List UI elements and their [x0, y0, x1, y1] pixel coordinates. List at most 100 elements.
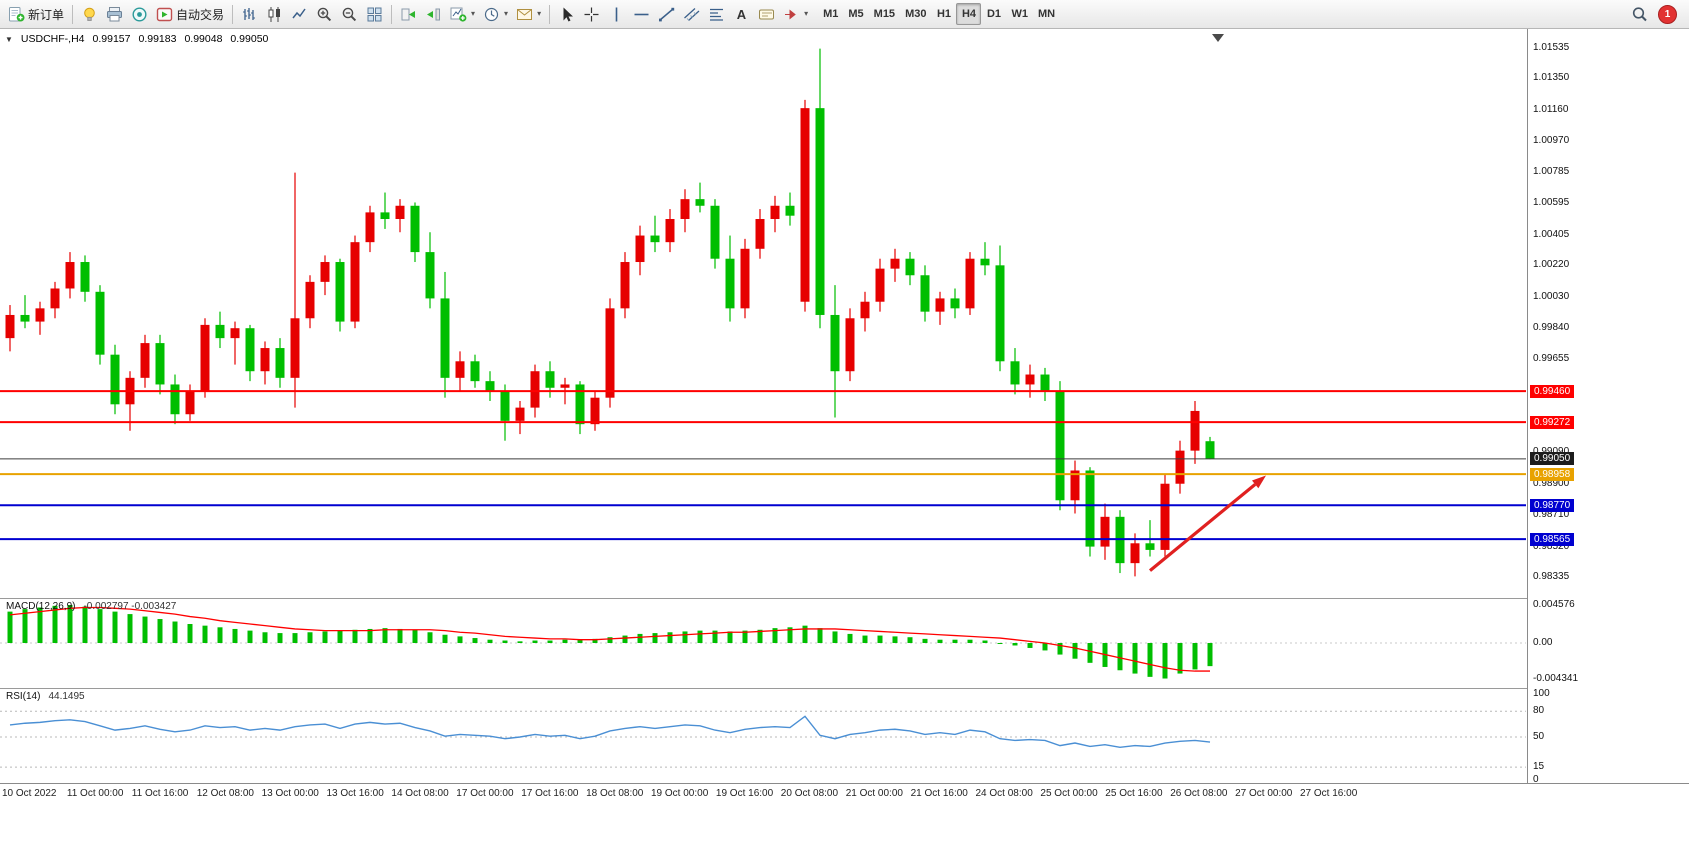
- timeframe-w1[interactable]: W1: [1006, 3, 1033, 25]
- rsi-axis-label: 80: [1533, 705, 1545, 717]
- panel-separator[interactable]: [0, 688, 1689, 689]
- rsi-axis-label: 15: [1533, 761, 1545, 773]
- time-axis-label: 13 Oct 16:00: [326, 788, 384, 799]
- time-axis[interactable]: 10 Oct 2022 11 Oct 00:00 11 Oct 16:00 12 Oc…: [0, 783, 1689, 804]
- trend-arrow-head[interactable]: [1252, 475, 1266, 489]
- timeframe-m30[interactable]: M30: [900, 3, 931, 25]
- trend-arrow[interactable]: [1148, 483, 1257, 572]
- timeframe-d1[interactable]: D1: [981, 3, 1006, 25]
- macd-values: -0.002797 -0.003427: [83, 601, 177, 612]
- time-axis-label: 26 Oct 08:00: [1170, 788, 1228, 799]
- bars-chart-button[interactable]: [237, 2, 262, 26]
- price-axis-label: 1.00405: [1533, 228, 1570, 240]
- shapes-icon: [785, 8, 796, 20]
- timeframe-mn[interactable]: MN: [1033, 3, 1060, 25]
- new-order-button[interactable]: 新订单: [4, 2, 68, 26]
- macd-axis-label: -0.004341: [1533, 672, 1579, 684]
- mail-button[interactable]: ▾: [512, 2, 545, 26]
- time-axis-label: 17 Oct 16:00: [521, 788, 579, 799]
- time-axis-label: 19 Oct 16:00: [715, 788, 774, 799]
- chevron-down-icon: ▾: [537, 9, 542, 18]
- vertical-line-button[interactable]: [604, 2, 629, 26]
- search-button[interactable]: [1627, 2, 1652, 26]
- low-value: 0.99048: [184, 33, 223, 45]
- timeframe-m15[interactable]: M15: [869, 3, 900, 25]
- rsi-value: 44.1495: [48, 691, 85, 702]
- price-axis[interactable]: 1.01535 1.01350 1.01160 1.00970 1.00785 1.005…: [1527, 29, 1689, 803]
- trendline-button[interactable]: [654, 2, 679, 26]
- chart-shift-marker-icon[interactable]: [1212, 34, 1224, 42]
- new-chart-button[interactable]: ▾: [446, 2, 479, 26]
- text-button[interactable]: A: [729, 2, 754, 26]
- time-axis-label: 24 Oct 08:00: [975, 788, 1033, 799]
- chart-shift-button[interactable]: [421, 2, 446, 26]
- candlestick-chart-button[interactable]: [262, 2, 287, 26]
- fibonacci-button[interactable]: [704, 2, 729, 26]
- price-badge: 0.99272: [1530, 415, 1575, 429]
- cursor-icon: [563, 7, 574, 21]
- auto-scroll-button[interactable]: [396, 2, 421, 26]
- symbol-label: USDCHF-,H4: [20, 33, 85, 45]
- price-axis-label: 1.00595: [1533, 197, 1570, 209]
- mail-icon: [517, 8, 533, 20]
- rsi-name: RSI(14): [6, 691, 41, 702]
- community-button[interactable]: [127, 2, 152, 26]
- time-axis-label: 11 Oct 00:00: [66, 788, 124, 799]
- tile-windows-button[interactable]: [362, 2, 387, 26]
- candlestick-chart-icon: [268, 6, 281, 22]
- zoom-out-button[interactable]: [337, 2, 362, 26]
- price-axis-label: 1.01535: [1533, 41, 1570, 53]
- price-axis-label: 0.98900: [1533, 477, 1570, 489]
- toolbar-separator: [549, 4, 551, 24]
- fibonacci-icon: [710, 8, 724, 21]
- time-axis-label: 21 Oct 00:00: [845, 788, 903, 799]
- time-axis-label: 25 Oct 00:00: [1040, 788, 1098, 799]
- panel-separator[interactable]: [0, 598, 1689, 599]
- bars-chart-icon: [243, 7, 256, 20]
- channel-button[interactable]: [679, 2, 704, 26]
- price-axis-label: 1.01350: [1533, 72, 1570, 84]
- print-button[interactable]: [102, 2, 127, 26]
- new-order-label: 新订单: [28, 7, 65, 22]
- cursor-button[interactable]: [554, 2, 579, 26]
- toolbar: 新订单 自动交易 ▾ ▾ ▾ A ▾ M1 M5 M15 M30 H1 H4: [0, 0, 1689, 29]
- price-axis-label: 1.00970: [1533, 135, 1570, 147]
- timeframe-m1[interactable]: M1: [818, 3, 843, 25]
- horizontal-line-icon: [634, 13, 649, 15]
- bulb-button[interactable]: [77, 2, 102, 26]
- notification-badge[interactable]: 1: [1658, 4, 1677, 24]
- price-axis-label: 0.98335: [1533, 571, 1570, 583]
- price-axis-label: 1.00030: [1533, 290, 1570, 302]
- label-button[interactable]: [754, 2, 779, 26]
- zoom-in-button[interactable]: [312, 2, 337, 26]
- open-value: 0.99157: [92, 33, 131, 45]
- time-axis-label: 14 Oct 08:00: [391, 788, 449, 799]
- timeframe-m5[interactable]: M5: [843, 3, 868, 25]
- horizontal-line-button[interactable]: [629, 2, 654, 26]
- timeframe-h4[interactable]: H4: [956, 3, 982, 25]
- macd-label: MACD(12,26,9) -0.002797 -0.003427: [6, 601, 176, 612]
- price-axis-label: 0.99655: [1533, 352, 1570, 364]
- main-chart[interactable]: [0, 29, 1526, 598]
- timeframe-h1[interactable]: H1: [931, 3, 956, 25]
- macd-panel[interactable]: [0, 598, 1526, 688]
- rsi-panel[interactable]: [0, 688, 1526, 783]
- crosshair-button[interactable]: [579, 2, 604, 26]
- high-value: 0.99183: [138, 33, 177, 45]
- line-chart-button[interactable]: [287, 2, 312, 26]
- time-axis-label: 21 Oct 16:00: [910, 788, 968, 799]
- time-axis-label: 11 Oct 16:00: [131, 788, 189, 799]
- price-badge: 0.98958: [1530, 467, 1575, 481]
- shapes-button[interactable]: ▾: [779, 2, 812, 26]
- toolbar-separator: [232, 4, 234, 24]
- price-axis-label: 0.99090: [1533, 446, 1569, 457]
- search-icon: [1632, 6, 1647, 21]
- autotrading-button[interactable]: 自动交易: [152, 2, 228, 26]
- time-axis-label: 27 Oct 16:00: [1300, 788, 1358, 799]
- symbol-dropdown-icon[interactable]: ▼: [5, 34, 13, 44]
- chevron-down-icon: ▾: [804, 9, 809, 18]
- time-axis-label: 13 Oct 00:00: [261, 788, 319, 799]
- clock-button[interactable]: ▾: [479, 2, 512, 26]
- price-axis-label: 0.98710: [1533, 509, 1570, 521]
